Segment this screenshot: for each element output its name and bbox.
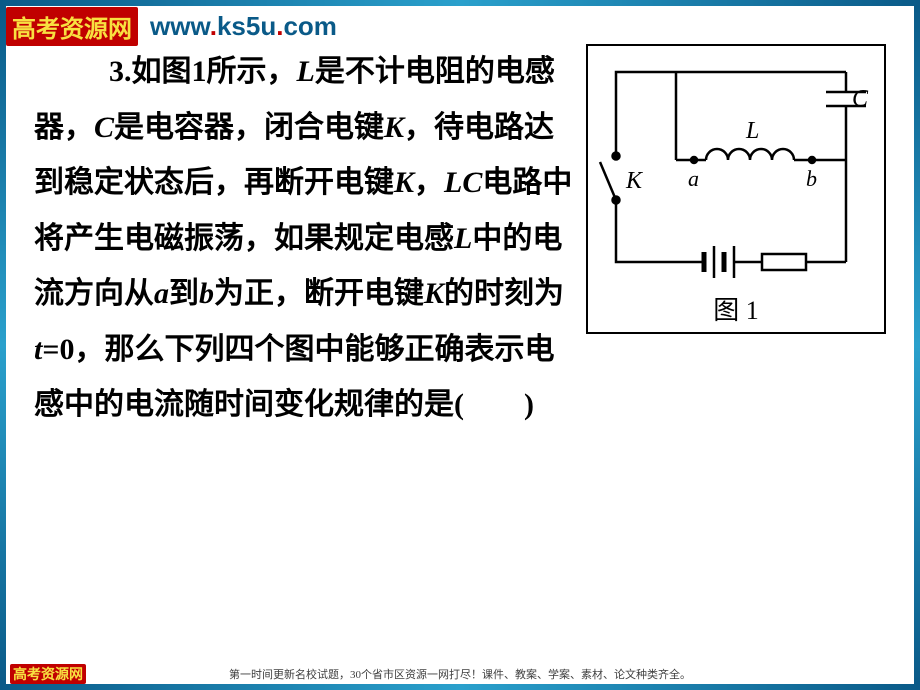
header: 高考资源网 www.ks5u.com	[6, 6, 914, 46]
q-LC: LC	[444, 166, 482, 199]
q-p1: 如图1所示，	[132, 55, 297, 88]
q-p8: 到	[169, 277, 199, 310]
q-K2: K	[394, 166, 414, 199]
url-mid: ks5u	[217, 11, 276, 41]
url-dot1: .	[210, 11, 217, 41]
q-b: b	[199, 277, 214, 310]
q-C: C	[94, 111, 114, 144]
url-prefix: www	[150, 11, 210, 41]
circuit-figure: C L a b K 图 1	[586, 44, 886, 334]
footer-logo: 高考资源网	[10, 664, 86, 684]
border-right	[914, 6, 920, 684]
q-eq: =0	[42, 333, 74, 366]
footer: 高考资源网 第一时间更新名校试题，30个省市区资源一网打尽！课件、教案、学案、素…	[6, 664, 914, 684]
header-url: www.ks5u.com	[150, 11, 337, 42]
q-number: 3.	[109, 55, 132, 88]
border-bottom	[0, 684, 920, 690]
svg-text:K: K	[625, 168, 644, 194]
q-p3: 是电容器，闭合电键	[114, 111, 384, 144]
q-L: L	[297, 55, 315, 88]
svg-text:b: b	[806, 166, 817, 191]
border-left	[0, 6, 6, 684]
q-a: a	[154, 277, 169, 310]
q-L2: L	[454, 222, 472, 255]
q-K1: K	[384, 111, 404, 144]
q-p10: 的时刻为	[444, 277, 564, 310]
circuit-svg: C L a b K	[594, 52, 878, 288]
slide: 高考资源网 www.ks5u.com	[0, 0, 920, 690]
header-logo: 高考资源网	[6, 7, 138, 46]
q-p12: )	[524, 388, 534, 421]
q-p5: ，	[414, 166, 444, 199]
q-p9: 为正，断开电键	[214, 277, 424, 310]
q-K3: K	[424, 277, 444, 310]
svg-text:L: L	[745, 118, 759, 144]
url-suffix: com	[283, 11, 336, 41]
svg-text:a: a	[688, 166, 699, 191]
svg-text:C: C	[852, 86, 869, 112]
figure-caption: 图 1	[594, 290, 878, 327]
content: C L a b K 图 1 3.如图1所示，L是不计电阻的电感器，C是电容器，闭…	[34, 44, 886, 660]
footer-text: 第一时间更新名校试题，30个省市区资源一网打尽！课件、教案、学案、素材、论文种类…	[229, 666, 691, 682]
q-blank	[464, 388, 524, 421]
